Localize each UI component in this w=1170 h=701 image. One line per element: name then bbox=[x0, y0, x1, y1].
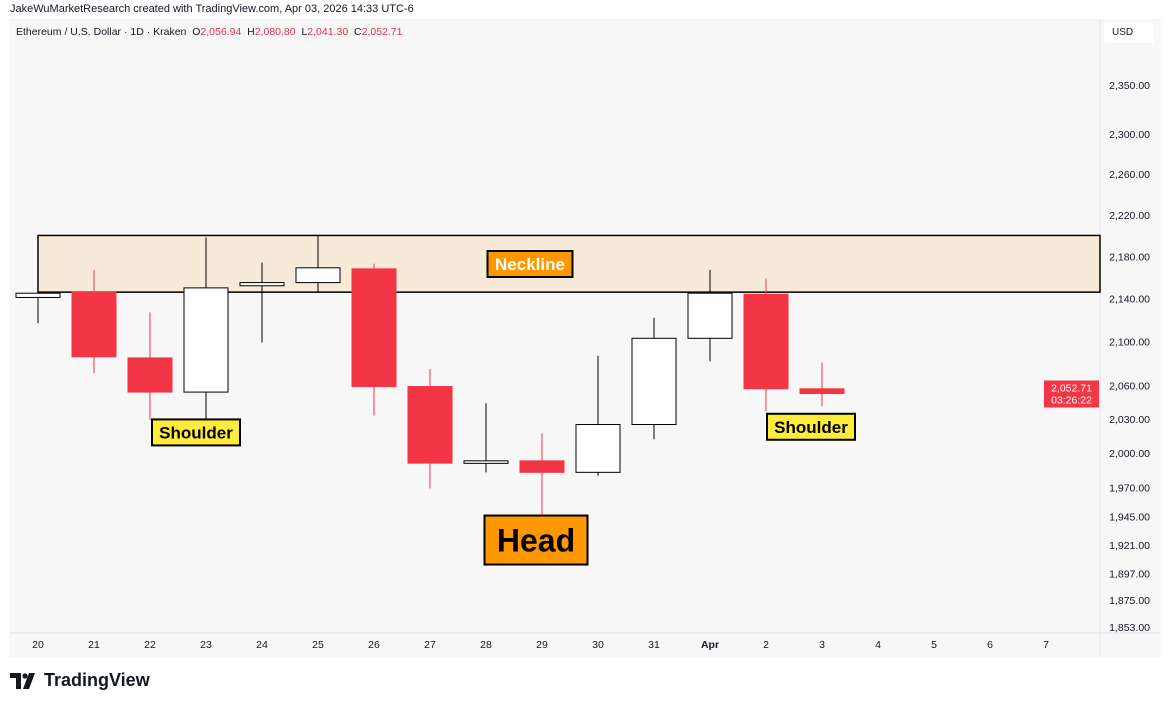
candle-up bbox=[631, 337, 677, 426]
time-tick-label: 6 bbox=[987, 639, 993, 651]
time-tick-label: 3 bbox=[819, 639, 825, 651]
price-tick-label: 1,875.00 bbox=[1109, 595, 1150, 607]
time-tick-label: 29 bbox=[536, 639, 548, 651]
price-tick-label: 2,350.00 bbox=[1109, 80, 1150, 92]
price-tick-label: 1,945.00 bbox=[1109, 511, 1150, 523]
candle-up bbox=[463, 460, 509, 464]
time-tick-label: 22 bbox=[144, 639, 156, 651]
time-tick-label: 7 bbox=[1043, 639, 1049, 651]
time-tick-label: 31 bbox=[648, 639, 660, 651]
price-tick-label: 2,300.00 bbox=[1109, 129, 1150, 141]
price-tick-label: 1,970.00 bbox=[1109, 482, 1150, 494]
symbol-legend: Ethereum / U.S. Dollar · 1D · Kraken O2,… bbox=[16, 26, 402, 38]
time-tick-label: 27 bbox=[424, 639, 436, 651]
price-tick-label: 2,140.00 bbox=[1109, 294, 1150, 306]
open-value: 2,056.94 bbox=[200, 26, 242, 38]
close-label: C bbox=[354, 26, 362, 38]
time-tick-label: 25 bbox=[312, 639, 324, 651]
candle-up bbox=[295, 267, 341, 284]
neckline-label-box bbox=[486, 250, 574, 278]
time-tick-label: 4 bbox=[875, 639, 881, 651]
candle-down bbox=[127, 357, 173, 393]
time-tick-label: 26 bbox=[368, 639, 380, 651]
time-tick-label: 28 bbox=[480, 639, 492, 651]
candle-down bbox=[799, 388, 845, 395]
head-label-box bbox=[483, 514, 589, 566]
candle-down bbox=[407, 386, 453, 464]
price-tick-label: 2,030.00 bbox=[1109, 414, 1150, 426]
neckline-label: Neckline bbox=[495, 255, 565, 274]
time-tick-label: 5 bbox=[931, 639, 937, 651]
time-tick-label: 2 bbox=[763, 639, 769, 651]
candle-down bbox=[519, 460, 565, 473]
candle-up bbox=[239, 282, 285, 287]
time-tick-label: 20 bbox=[32, 639, 44, 651]
price-tick-label: 1,921.00 bbox=[1109, 540, 1150, 552]
high-value: 2,080.80 bbox=[254, 26, 296, 38]
close-value: 2,052.71 bbox=[361, 26, 403, 38]
price-tick-label: 2,220.00 bbox=[1109, 210, 1150, 222]
candle-down bbox=[71, 291, 117, 358]
time-tick-label: 23 bbox=[200, 639, 212, 651]
last-price-tag bbox=[1044, 380, 1099, 408]
tradingview-logo-icon bbox=[10, 672, 35, 689]
candle-up bbox=[687, 292, 733, 339]
price-tick-label: 1,897.00 bbox=[1109, 568, 1150, 580]
candle-up bbox=[183, 287, 229, 393]
candle-up bbox=[15, 292, 61, 298]
low-value: 2,041.30 bbox=[307, 26, 349, 38]
time-tick-label: 24 bbox=[256, 639, 268, 651]
shoulder-label-box bbox=[766, 412, 856, 441]
price-tick-label: 2,180.00 bbox=[1109, 251, 1150, 263]
logo-text: TradingView bbox=[44, 670, 150, 690]
candle-down bbox=[351, 268, 397, 388]
symbol-name: Ethereum / U.S. Dollar · 1D · Kraken bbox=[16, 26, 187, 38]
price-tick-label: 2,000.00 bbox=[1109, 448, 1150, 460]
head-label: Head bbox=[497, 523, 575, 559]
shoulder-label: Shoulder bbox=[159, 424, 233, 443]
shoulder-label-box bbox=[151, 418, 241, 447]
low-label: L bbox=[301, 26, 308, 38]
time-tick-label: 21 bbox=[88, 639, 100, 651]
currency-button[interactable]: USD bbox=[1104, 23, 1154, 43]
last-price-value: 2,052.71 bbox=[1051, 383, 1092, 395]
candle-up bbox=[575, 424, 621, 473]
shoulder-label: Shoulder bbox=[774, 418, 848, 437]
candle-down bbox=[743, 293, 789, 390]
chart-credit: JakeWuMarketResearch created with Tradin… bbox=[10, 3, 414, 15]
price-tick-label: 1,853.00 bbox=[1109, 622, 1150, 634]
price-tick-label: 2,060.00 bbox=[1109, 380, 1150, 392]
tradingview-logo[interactable]: TradingView bbox=[10, 670, 150, 691]
price-tick-label: 2,100.00 bbox=[1109, 337, 1150, 349]
high-label: H bbox=[247, 26, 255, 38]
time-tick-label: 30 bbox=[592, 639, 604, 651]
open-label: O bbox=[192, 26, 201, 38]
price-tick-label: 2,260.00 bbox=[1109, 169, 1150, 181]
bar-countdown: 03:26:22 bbox=[1051, 395, 1092, 407]
time-tick-label: Apr bbox=[701, 639, 719, 651]
